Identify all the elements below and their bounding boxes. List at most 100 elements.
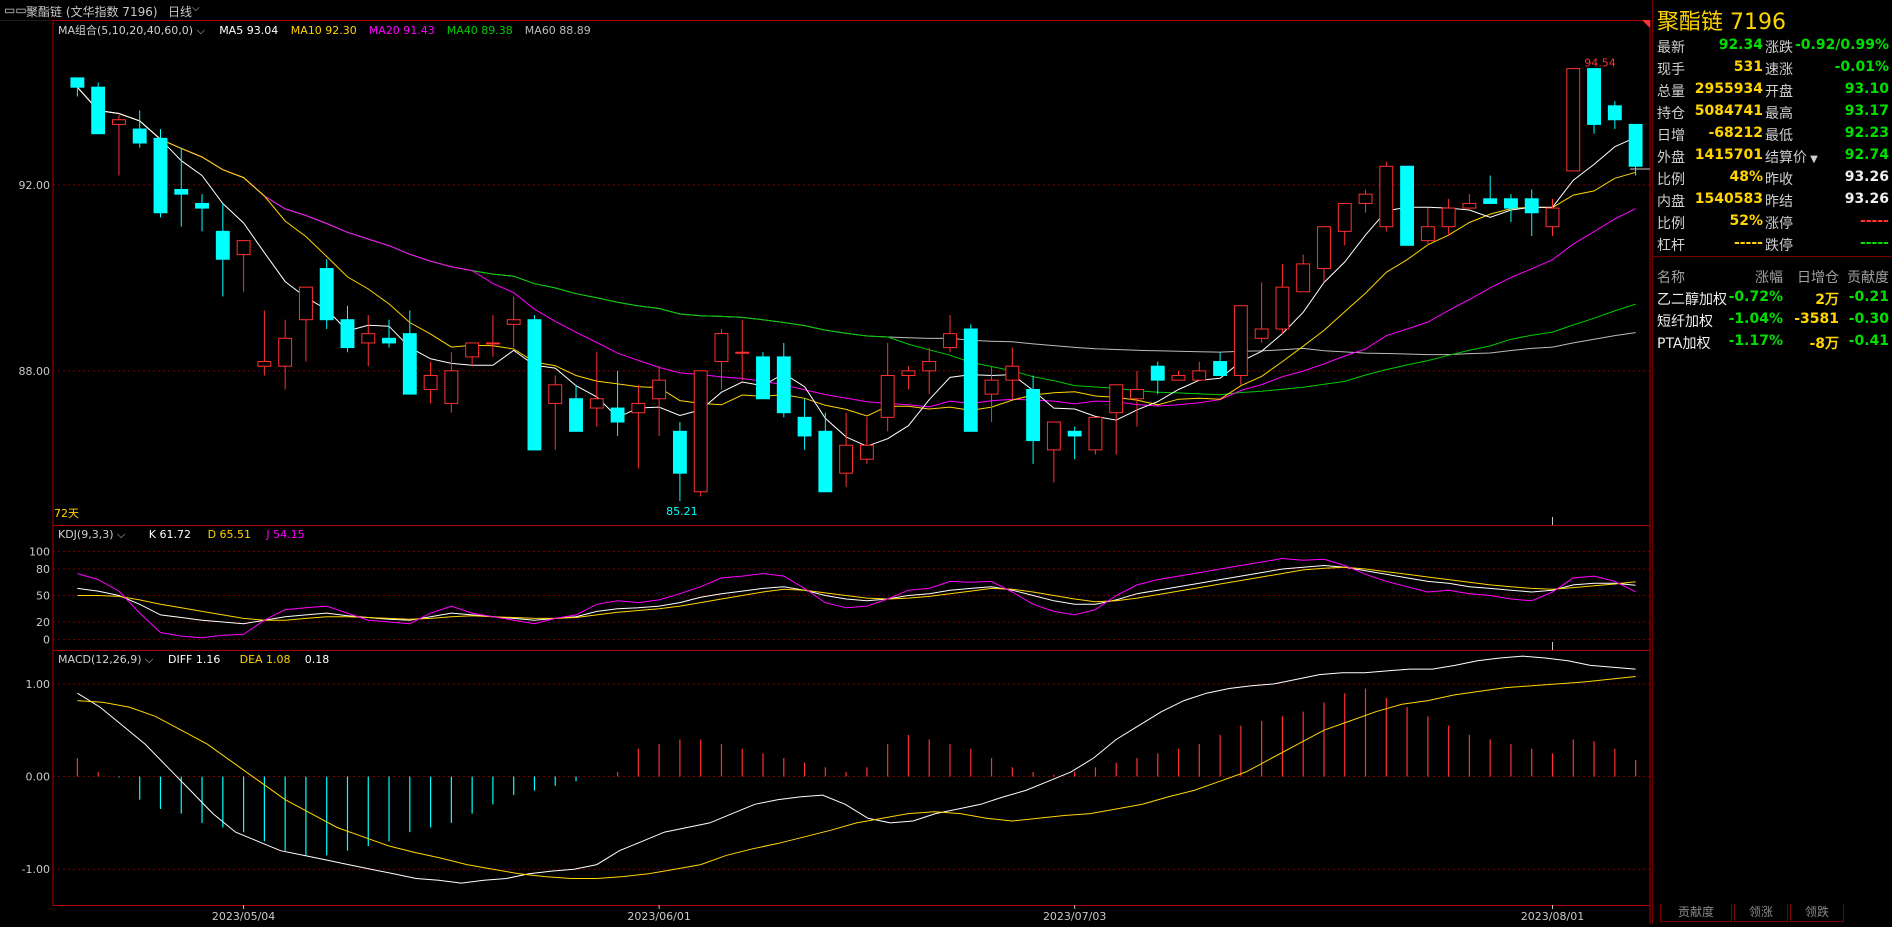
quote-value: 93.17 <box>1844 103 1889 119</box>
candle-body <box>1337 202 1352 232</box>
macd-value-legend: 0.18 <box>305 653 330 666</box>
candle-body <box>1067 430 1082 437</box>
candle-body <box>1524 198 1539 214</box>
candle-body <box>776 356 791 414</box>
period-select[interactable]: 日线 <box>168 5 193 19</box>
candle-body <box>298 286 313 321</box>
candle-body <box>402 333 417 395</box>
candle-body <box>132 128 147 144</box>
macd-panel-border <box>52 650 1651 906</box>
candle-body <box>361 333 376 344</box>
candle-body <box>1317 226 1331 270</box>
component-name: 短纤加权 <box>1657 314 1713 330</box>
candle-body <box>1400 165 1415 246</box>
quote-label: 比例 <box>1657 216 1685 232</box>
quote-value: 92.23 <box>1844 125 1889 141</box>
kdj-d-legend: D 65.51 <box>208 528 251 541</box>
candle-body <box>70 77 85 88</box>
candle-body <box>1566 68 1581 172</box>
candle-body <box>1026 388 1041 442</box>
chevron-down-icon[interactable]: ⌵ <box>192 3 200 14</box>
kdj-tick-label: 0 <box>43 634 50 647</box>
column-header[interactable]: 涨幅 <box>1755 270 1783 286</box>
macd-tick-label: 1.00 <box>26 678 51 691</box>
candle-body <box>756 356 770 400</box>
candle-body <box>465 342 480 358</box>
column-header[interactable]: 贡献度 <box>1847 270 1889 286</box>
candle-body <box>1275 286 1290 330</box>
macd-tick-label: -1.00 <box>22 863 50 876</box>
chart-svg[interactable]: 92.00 88.00 94.54 85.21 72天 MA组合(5,10,20,40,6… <box>0 20 1652 924</box>
candle-body <box>257 361 272 367</box>
ma20-line <box>77 86 1636 408</box>
component-contrib: -0.30 <box>1848 311 1889 327</box>
candle-body <box>1358 193 1373 204</box>
candle-body <box>1420 226 1435 242</box>
quote-row: 内盘 1540583 昨结 93.26 <box>1653 188 1892 210</box>
kdj-k-line <box>77 564 1636 625</box>
ma5-line <box>77 86 1636 447</box>
quote-label: 最低 <box>1765 128 1793 144</box>
candle-body <box>1462 202 1477 209</box>
candle-body <box>112 119 126 125</box>
quote-value: 2955934 <box>1694 81 1763 97</box>
quote-row: 总量 2955934 开盘 93.10 <box>1653 78 1892 100</box>
tab-1[interactable]: 领涨 <box>1734 904 1788 922</box>
candle-body <box>319 268 334 321</box>
candle-body <box>984 379 999 395</box>
title-bar: ▭▭ 聚酯链 (文华指数 7196) 日线 ⌵ <box>0 0 1650 21</box>
kdj-tick-label: 100 <box>29 545 50 558</box>
candle-body <box>693 370 708 493</box>
candle-body <box>1504 198 1518 209</box>
component-row[interactable]: 乙二醇加权 -0.72% 2万 -0.21 <box>1653 286 1892 308</box>
quote-value: 93.10 <box>1844 81 1889 97</box>
quote-label: 内盘 <box>1657 194 1685 210</box>
price-tick-label: 88.00 <box>19 365 51 378</box>
x-tick-label: 2023/05/04 <box>212 910 275 923</box>
component-oi: 2万 <box>1815 292 1839 308</box>
quote-value: 48% <box>1729 169 1763 185</box>
chart-area[interactable]: 92.00 88.00 94.54 85.21 72天 MA组合(5,10,20,40,6… <box>0 20 1652 924</box>
candle-body <box>610 407 625 423</box>
macd-legend-title: MACD(12,26,9) ⌵ <box>58 653 154 666</box>
candle-body <box>631 402 646 414</box>
column-header[interactable]: 日增仓 <box>1797 270 1839 286</box>
tab-0[interactable]: 贡献度 <box>1660 904 1732 922</box>
dropdown-arrow-icon[interactable]: ▼ <box>1807 154 1818 165</box>
component-row[interactable]: 短纤加权 -1.04% -3581 -0.30 <box>1653 308 1892 330</box>
component-row[interactable]: PTA加权 -1.17% -8万 -0.41 <box>1653 330 1892 352</box>
candle-body <box>735 351 750 354</box>
corner-marker-icon <box>1642 20 1650 28</box>
quote-value: ----- <box>1733 235 1763 251</box>
quote-row: 比例 48% 昨收 93.26 <box>1653 166 1892 188</box>
quote-label: 日增 <box>1657 128 1685 144</box>
macd-tick-label: 0.00 <box>26 771 51 784</box>
candle-body <box>91 86 106 135</box>
candle-body <box>1441 207 1456 228</box>
candle-body <box>382 337 396 344</box>
candle-body <box>901 370 916 377</box>
quote-label: 涨停 <box>1765 216 1793 232</box>
quote-value: -0.01% <box>1834 59 1889 75</box>
candle-body <box>1296 263 1311 293</box>
quote-value: ----- <box>1859 235 1889 251</box>
ma-legend-title: MA组合(5,10,20,40,60,0) ⌵ <box>58 23 206 37</box>
quote-value: 92.34 <box>1718 37 1763 53</box>
candle-body <box>818 430 833 493</box>
quote-label: 现手 <box>1657 62 1685 78</box>
high-label: 94.54 <box>1584 57 1616 70</box>
column-header[interactable]: 名称 <box>1657 270 1685 286</box>
candle-body <box>797 416 812 437</box>
quote-value: 92.74 <box>1844 147 1889 163</box>
quote-label: 总量 <box>1657 84 1685 100</box>
quote-value: 1540583 <box>1694 191 1763 207</box>
tab-2[interactable]: 领跌 <box>1790 904 1844 922</box>
ma20-legend: MA20 91.43 <box>369 24 435 37</box>
quote-value: -0.92/0.99% <box>1794 37 1889 53</box>
quote-value: -68212 <box>1708 125 1763 141</box>
ma10-line <box>77 86 1636 417</box>
candle-body <box>278 337 293 367</box>
x-tick-label: 2023/07/03 <box>1043 910 1106 923</box>
quote-value: 5084741 <box>1694 103 1763 119</box>
kdj-tick-label: 80 <box>36 563 50 576</box>
